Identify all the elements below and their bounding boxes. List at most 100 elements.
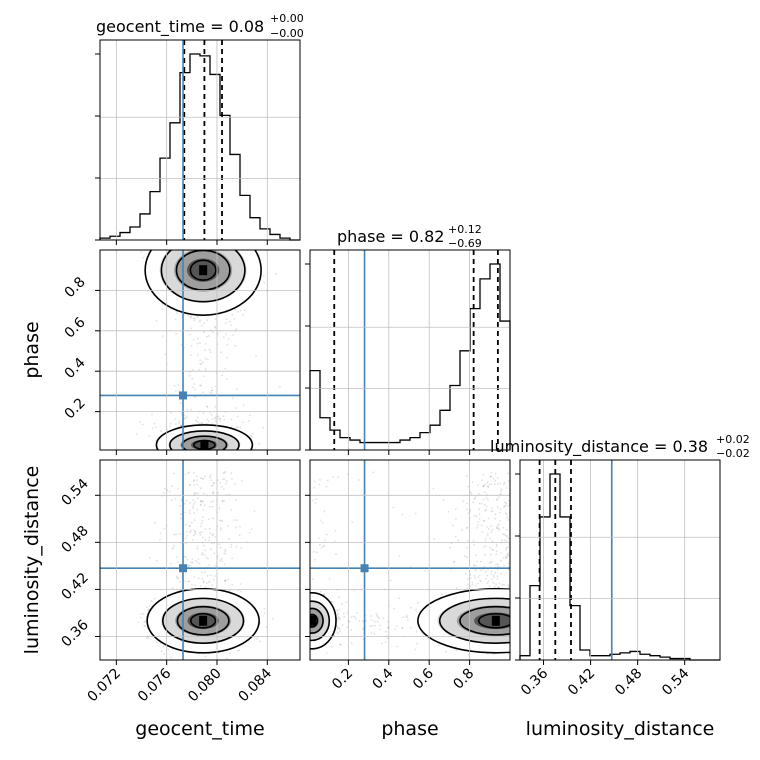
scatter-point xyxy=(191,561,194,564)
scatter-point xyxy=(147,608,150,611)
scatter-point xyxy=(187,472,189,475)
scatter-point xyxy=(153,422,156,425)
scatter-point xyxy=(200,422,202,424)
scatter-point xyxy=(237,426,239,428)
scatter-point xyxy=(202,508,205,511)
scatter-point xyxy=(208,536,211,539)
scatter-point xyxy=(163,653,166,655)
scatter-point xyxy=(227,338,230,340)
scatter-point xyxy=(212,331,214,334)
scatter-point xyxy=(194,501,197,504)
scatter-point xyxy=(192,386,195,389)
scatter-point xyxy=(188,524,191,527)
scatter-point xyxy=(196,420,199,423)
scatter-point xyxy=(235,519,238,521)
scatter-point xyxy=(202,581,205,584)
scatter-point xyxy=(210,392,213,394)
scatter-point xyxy=(214,420,217,423)
scatter-point xyxy=(233,318,236,320)
scatter-point xyxy=(217,333,219,335)
scatter-point xyxy=(199,500,202,502)
scatter-point xyxy=(189,316,192,319)
scatter-point xyxy=(203,544,205,547)
scatter-point xyxy=(210,413,213,416)
scatter-point xyxy=(209,391,211,394)
scatter-point xyxy=(248,419,250,422)
scatter-point xyxy=(171,499,173,501)
scatter-point xyxy=(169,425,172,428)
scatter-point xyxy=(161,308,164,310)
scatter-point xyxy=(207,557,209,560)
scatter-point xyxy=(196,545,199,548)
scatter-point xyxy=(271,617,274,620)
scatter-point xyxy=(225,333,228,336)
scatter-point xyxy=(194,419,197,422)
scatter-point xyxy=(208,348,211,351)
scatter-point xyxy=(214,318,217,320)
scatter-point xyxy=(197,558,200,560)
scatter-point xyxy=(193,319,196,322)
scatter-point xyxy=(189,525,191,528)
scatter-point xyxy=(230,324,233,326)
scatter-point xyxy=(218,543,221,546)
scatter-point xyxy=(175,575,178,578)
scatter-point xyxy=(239,525,242,528)
scatter-point xyxy=(235,499,238,501)
scatter-point xyxy=(200,531,203,533)
scatter-point xyxy=(190,561,192,564)
scatter-point xyxy=(231,583,234,586)
scatter-point xyxy=(219,417,222,420)
scatter-point xyxy=(178,422,180,425)
scatter-point xyxy=(235,545,238,548)
scatter-point xyxy=(189,316,192,319)
scatter-point xyxy=(199,362,202,365)
scatter-point xyxy=(163,527,166,530)
scatter-point xyxy=(258,442,261,445)
scatter-point xyxy=(229,652,231,654)
scatter-point xyxy=(212,491,215,493)
scatter-point xyxy=(188,661,190,663)
scatter-point xyxy=(201,519,204,522)
scatter-point xyxy=(173,472,175,475)
scatter-point xyxy=(173,533,176,536)
scatter-point xyxy=(214,417,216,420)
scatter-point xyxy=(170,411,173,414)
scatter-point xyxy=(202,412,205,415)
scatter-point xyxy=(175,423,177,425)
scatter-point xyxy=(160,430,162,433)
scatter-point xyxy=(210,501,213,503)
scatter-point xyxy=(222,415,225,417)
scatter-point xyxy=(223,478,226,480)
scatter-point xyxy=(209,476,211,479)
scatter-point xyxy=(148,435,151,438)
scatter-point xyxy=(188,509,191,512)
scatter-point xyxy=(193,492,196,494)
scatter-point xyxy=(151,413,153,416)
scatter-point xyxy=(202,580,205,582)
scatter-point xyxy=(238,534,241,537)
scatter-point xyxy=(187,565,190,568)
scatter-point xyxy=(224,471,227,473)
scatter-point xyxy=(185,556,187,559)
scatter-point xyxy=(250,434,253,437)
scatter-point xyxy=(203,571,206,573)
scatter-point xyxy=(221,500,224,502)
scatter-point xyxy=(191,499,194,501)
scatter-point xyxy=(201,361,204,363)
scatter-point xyxy=(178,420,180,423)
scatter-point xyxy=(184,473,187,476)
scatter-point xyxy=(211,484,214,487)
scatter-point xyxy=(222,336,225,339)
scatter-point xyxy=(211,584,214,586)
scatter-point xyxy=(201,477,204,480)
scatter-point xyxy=(210,479,213,482)
scatter-point xyxy=(209,574,212,577)
scatter-point xyxy=(199,503,202,506)
scatter-point xyxy=(235,388,238,391)
contour-line xyxy=(155,424,254,450)
scatter-point xyxy=(236,415,239,418)
scatter-point xyxy=(191,377,194,380)
scatter-point xyxy=(185,530,188,533)
scatter-point xyxy=(191,558,194,561)
scatter-point xyxy=(237,650,239,652)
